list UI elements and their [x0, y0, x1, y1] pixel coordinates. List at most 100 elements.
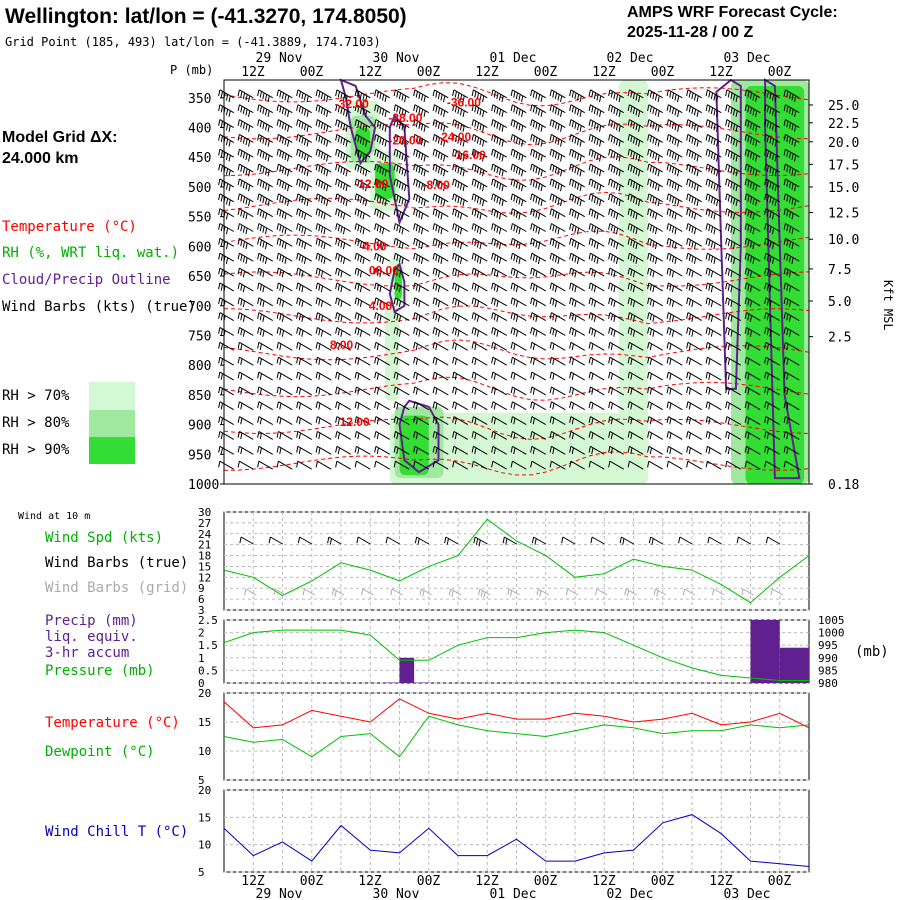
wind-barb	[491, 104, 507, 117]
wind-barb	[588, 252, 605, 265]
wind-barb	[725, 371, 742, 381]
wind-barb	[218, 341, 235, 351]
wind-barb	[237, 341, 254, 351]
wind-barb	[783, 133, 800, 147]
wind-barb	[354, 431, 371, 440]
wind-barb	[744, 252, 761, 265]
wind-barb	[666, 148, 683, 162]
wind10-barb	[473, 536, 488, 547]
bottom-hour-label: 12Z	[592, 874, 616, 889]
wind-barb	[491, 267, 507, 278]
wind-barb	[549, 282, 566, 293]
wind-barb	[296, 148, 312, 162]
precip-panel-tick-label: 0.5	[198, 664, 218, 677]
wind-barb	[471, 104, 488, 117]
wind10-grid-barb	[624, 588, 637, 597]
wind-barb	[588, 297, 605, 308]
wind-barb	[393, 119, 410, 132]
wind-barb	[764, 416, 781, 426]
wind-barb	[432, 282, 449, 293]
wind-barb	[354, 252, 371, 265]
bottom-hour-label: 00Z	[768, 874, 792, 889]
wind-barb	[374, 431, 390, 440]
wind-barb	[471, 431, 488, 440]
wind-barb	[296, 356, 312, 366]
wind-barb	[705, 386, 722, 396]
wind-barb	[413, 133, 429, 147]
wind-barb	[530, 89, 547, 103]
wind-barb	[510, 178, 527, 192]
wind-barb	[452, 327, 468, 337]
wind-barb	[276, 431, 293, 440]
wind-barb	[296, 460, 312, 470]
wind-barb	[608, 401, 625, 411]
wind-barb	[569, 267, 586, 278]
wind-barb	[666, 282, 683, 293]
wind-barb	[549, 445, 566, 455]
wind-barb	[608, 386, 625, 396]
wind-barb	[510, 119, 527, 132]
wind-barb	[432, 297, 449, 308]
wind-barb	[393, 445, 410, 455]
wind-barb	[413, 252, 429, 265]
wind-barb	[725, 193, 742, 207]
wind-barb	[374, 386, 390, 396]
wind-barb	[315, 119, 332, 132]
wind-barb	[725, 133, 742, 147]
pressure-tick-label: 750	[188, 329, 211, 344]
wind10-barb	[239, 536, 254, 545]
wind-barb	[588, 119, 605, 132]
wind-barb	[569, 327, 586, 337]
wind-barb	[725, 327, 742, 337]
wind-barb	[491, 356, 507, 366]
temperature-line	[223, 698, 810, 729]
wind-barb	[296, 252, 312, 265]
wind10-panel-tick-label: 9	[198, 582, 205, 595]
dewpoint-line	[223, 715, 810, 758]
wind-barb	[725, 208, 742, 220]
wind-barb	[569, 416, 586, 426]
legend-precip-l3: 3-hr accum	[45, 645, 129, 661]
wind10-panel-tick-label: 12	[198, 571, 211, 584]
wind-barb	[608, 89, 625, 103]
wind-barb	[588, 148, 605, 162]
wind-barb	[744, 148, 761, 162]
wind-barb	[237, 460, 254, 470]
wind-barb	[335, 193, 351, 207]
top-hour-label: 00Z	[417, 65, 441, 80]
wind-barb	[530, 267, 547, 278]
wind-barb	[608, 356, 625, 366]
wind-barb	[471, 312, 488, 322]
wind-barb	[608, 163, 625, 177]
wind-barb	[354, 341, 371, 351]
wind-barb	[471, 445, 488, 455]
wind-barb	[315, 89, 332, 103]
legend-wind-barbs-true: Wind Barbs (true)	[45, 555, 188, 571]
wind-barb	[237, 208, 254, 220]
wind10-barb	[678, 536, 693, 545]
wind-barb	[471, 282, 488, 293]
wind-barb	[491, 237, 507, 250]
wind-barb	[354, 223, 371, 235]
wind-barb	[374, 104, 390, 117]
wind-barb	[237, 416, 254, 426]
wind-barb	[257, 252, 273, 265]
wind-barb	[393, 193, 410, 207]
wind-barb	[296, 89, 312, 103]
isotherm-label: -32.00	[335, 97, 369, 111]
precip-bar	[399, 657, 415, 683]
wind-barb	[491, 148, 507, 162]
wind-barb	[588, 386, 605, 396]
wind-barb	[393, 148, 410, 162]
wind-barb	[549, 208, 566, 220]
wind-barb	[432, 133, 449, 147]
wind-barb	[413, 356, 429, 366]
wind-barb	[452, 312, 468, 322]
wind-barb	[666, 356, 683, 366]
wind-barb	[627, 178, 644, 192]
wind-barb	[705, 163, 722, 177]
wind-barb	[783, 237, 800, 250]
wind10-grid-barb	[507, 588, 520, 597]
top-day-label: 03 Dec	[724, 51, 771, 66]
wind-barb	[627, 327, 644, 337]
